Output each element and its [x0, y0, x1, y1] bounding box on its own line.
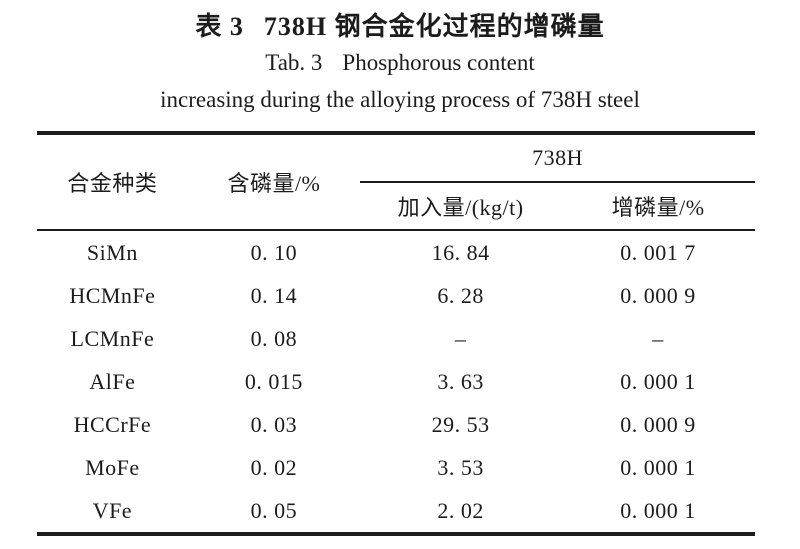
paper-table-page: 表 3 738H 钢合金化过程的增磷量 Tab. 3 Phosphorous con… — [0, 0, 800, 536]
table-row: LCMnFe 0. 08 – – — [37, 317, 755, 360]
p-increase-cell: 0. 000 1 — [620, 368, 696, 394]
table-row: HCCrFe 0. 03 29. 53 0. 000 9 — [37, 403, 755, 446]
caption-zh-line: 表 3 738H 钢合金化过程的增磷量 — [0, 0, 800, 43]
p-content-cell: 0. 05 — [250, 497, 298, 523]
header-row-sub: 加入量/(kg/t) 增磷量/% — [37, 182, 755, 231]
alloy-name-cell: AlFe — [89, 368, 136, 394]
caption-en-line1: Tab. 3 Phosphorous content — [0, 43, 800, 82]
table-row: MoFe 0. 02 3. 53 0. 000 1 — [37, 446, 755, 489]
addition-cell: 3. 63 — [437, 368, 484, 394]
table-row: VFe 0. 05 2. 02 0. 000 1 — [37, 489, 755, 534]
table-row: SiMn 0. 10 16. 84 0. 001 7 — [37, 230, 755, 274]
alloy-name-cell: LCMnFe — [70, 325, 155, 351]
addition-cell: 29. 53 — [431, 411, 490, 437]
table-row: AlFe 0. 015 3. 63 0. 000 1 — [37, 360, 755, 403]
p-increase-cell: – — [652, 325, 664, 351]
addition-cell: 3. 53 — [437, 454, 484, 480]
alloy-name-cell: HCCrFe — [73, 411, 152, 437]
caption-en-line2: increasing during the alloying process o… — [0, 82, 800, 118]
addition-cell: 16. 84 — [431, 239, 490, 265]
p-increase-cell: 0. 001 7 — [620, 239, 696, 265]
addition-cell: 6. 28 — [437, 282, 484, 308]
header-addition: 加入量/(kg/t) — [360, 182, 562, 231]
p-increase-cell: 0. 000 1 — [620, 497, 696, 523]
p-content-cell: 0. 14 — [250, 282, 298, 308]
caption-zh-label: 表 3 — [195, 12, 244, 41]
caption-zh-title: 738H 钢合金化过程的增磷量 — [263, 12, 605, 41]
caption-en-title: Phosphorous content — [342, 50, 535, 75]
p-increase-cell: 0. 000 9 — [620, 411, 696, 437]
alloy-name-cell: VFe — [92, 497, 133, 523]
p-content-cell: 0. 015 — [244, 368, 303, 394]
header-p-increase: 增磷量/% — [561, 182, 755, 231]
p-increase-cell: 0. 000 9 — [620, 282, 696, 308]
p-content-cell: 0. 03 — [250, 411, 298, 437]
header-alloy-type: 合金种类 — [37, 133, 188, 231]
alloy-name-cell: HCMnFe — [69, 282, 156, 308]
header-row-group: 合金种类 含磷量/% 738H — [37, 133, 755, 231]
p-increase-cell: 0. 000 1 — [620, 454, 696, 480]
alloy-name-cell: SiMn — [86, 239, 138, 265]
p-content-cell: 0. 02 — [250, 454, 298, 480]
header-group-738h: 738H — [360, 133, 755, 183]
alloy-phosphorous-table: 合金种类 含磷量/% 738H 加入量/(kg/t) 增磷量/% SiMn 0.… — [37, 131, 755, 536]
table-row: HCMnFe 0. 14 6. 28 0. 000 9 — [37, 274, 755, 317]
caption-en-subtitle: increasing during the alloying process o… — [160, 87, 640, 112]
caption-en-label: Tab. 3 — [265, 50, 323, 75]
table-caption: 表 3 738H 钢合金化过程的增磷量 Tab. 3 Phosphorous con… — [0, 0, 800, 118]
addition-cell: – — [454, 325, 467, 351]
header-p-content: 含磷量/% — [187, 133, 361, 231]
table-header: 合金种类 含磷量/% 738H 加入量/(kg/t) 增磷量/% — [37, 133, 755, 231]
p-content-cell: 0. 08 — [250, 325, 298, 351]
table-body: SiMn 0. 10 16. 84 0. 001 7 HCMnFe 0. 14 … — [37, 230, 755, 534]
p-content-cell: 0. 10 — [250, 239, 298, 265]
alloy-name-cell: MoFe — [85, 454, 140, 480]
addition-cell: 2. 02 — [437, 497, 484, 523]
